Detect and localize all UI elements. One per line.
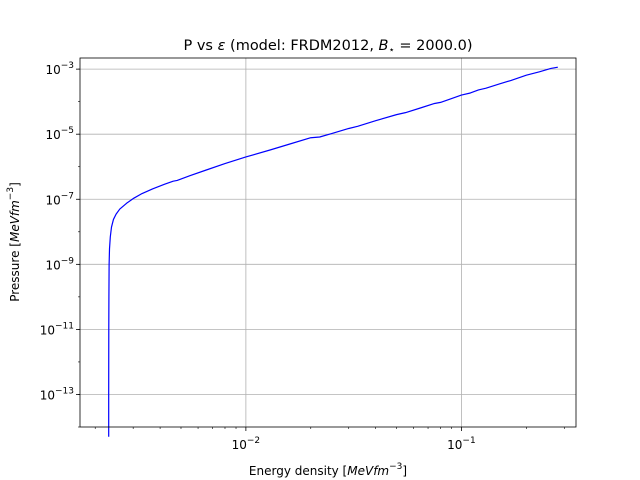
y-tick-labels: 10−13 10−11 10−9 10−7 10−5 10−3 xyxy=(40,61,75,402)
x-tick-labels: 10−2 10−1 xyxy=(232,436,476,452)
y-tick-label: 10−11 xyxy=(40,321,74,337)
x-axis-label: Energy density [MeVfm−3] xyxy=(249,462,407,478)
chart-title: P vs ε (model: FRDM2012, B⋆ = 2000.0) xyxy=(183,38,472,56)
y-tick-label: 10−13 xyxy=(40,386,74,402)
y-axis-label: Pressure [MeVfm−3] xyxy=(6,182,22,302)
x-tick-label: 10−1 xyxy=(447,436,476,452)
y-tick-label: 10−7 xyxy=(45,191,74,207)
axes-frame xyxy=(79,57,577,428)
y-tick-label: 10−3 xyxy=(45,61,74,77)
x-tick-label: 10−2 xyxy=(232,436,261,452)
plot-area xyxy=(108,66,558,437)
y-tick-label: 10−9 xyxy=(45,256,74,272)
y-tick-label: 10−5 xyxy=(45,126,74,142)
series-line xyxy=(108,66,558,437)
major-ticks xyxy=(76,68,462,431)
grid xyxy=(80,58,576,427)
